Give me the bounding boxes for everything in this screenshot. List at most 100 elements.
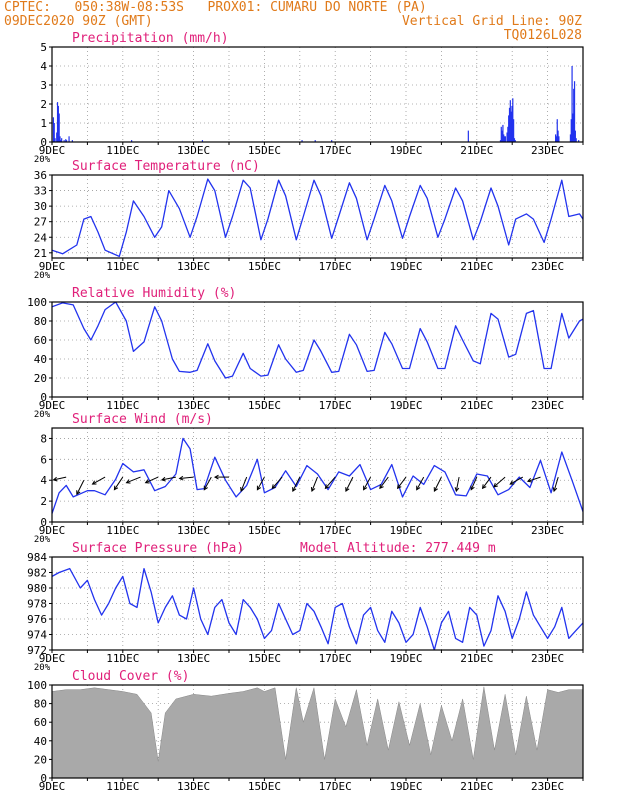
wind-arrow-head xyxy=(213,474,219,480)
wind-arrow-head xyxy=(292,487,297,493)
x-tick-label: 11DEC xyxy=(106,780,139,793)
y-tick-label: 974 xyxy=(27,629,47,642)
precip-bar xyxy=(331,140,333,142)
wind-arrow-head xyxy=(416,485,421,491)
x-tick-label: 21DEC xyxy=(460,399,493,412)
x-tick-label: 21DEC xyxy=(460,260,493,273)
precip-bar xyxy=(54,138,56,142)
x-tick-label: 19DEC xyxy=(389,144,422,157)
y-tick-label: 40 xyxy=(34,735,47,748)
wind-arrow xyxy=(509,476,524,485)
wind-arrow xyxy=(493,476,506,488)
precip-bar xyxy=(578,140,580,142)
wind-panel: 0 2 4 6 8 9DEC 11DEC 13DEC 15DEC 17DEC 19DEC 21DEC 2… xyxy=(34,412,584,545)
wind-arrow-head xyxy=(493,482,498,488)
y-tick-label: 3 xyxy=(40,79,47,92)
precip-title: Precipitation (mm/h) xyxy=(72,31,229,46)
precip-bar xyxy=(503,136,506,142)
y-tick-label: 100 xyxy=(27,296,47,309)
y-tick-label: 60 xyxy=(34,716,47,729)
x-tick-label: 15DEC xyxy=(248,780,281,793)
precip-bar xyxy=(513,119,515,142)
wind-title: Surface Wind (m/s) xyxy=(72,412,213,427)
y-tick-label: 60 xyxy=(34,334,47,347)
cloud-area xyxy=(52,686,583,778)
precip-bar xyxy=(501,130,503,142)
wind-arrow-head xyxy=(91,480,97,485)
wind-arrow-head xyxy=(113,485,119,491)
y-tick-label: 33 xyxy=(34,185,47,198)
wind-arrow xyxy=(527,476,541,482)
pressure-panel: 972 974 976 978 980 982 984 9DEC 11DEC 13DEC 15DEC… xyxy=(27,541,584,673)
wind-arrow-head xyxy=(256,485,262,491)
x-tick-label: 21DEC xyxy=(460,652,493,665)
precip-bar xyxy=(509,100,511,142)
wind-arrow xyxy=(113,476,124,490)
x-tick-label: 21DEC xyxy=(460,524,493,537)
run-date: 09DEC2020 90Z (GMT) xyxy=(4,14,153,29)
x-tick-label: 15DEC xyxy=(248,260,281,273)
y-tick-label: 0 xyxy=(40,772,47,785)
precip-bar xyxy=(571,66,573,142)
wind-arrow-head xyxy=(271,484,277,490)
precip-panel: 0 1 2 3 4 5 9DEC 11DEC 13DEC 15DEC 17DEC 19DEC 21DEC… xyxy=(34,31,584,165)
y-tick-label: 976 xyxy=(27,613,47,626)
x-tick-label: 17DEC xyxy=(319,260,352,273)
y-tick-label: 978 xyxy=(27,598,47,611)
x-tick-label: 15DEC xyxy=(248,524,281,537)
x-axis-year-label: 20% xyxy=(34,271,51,281)
precip-bar xyxy=(569,134,572,142)
precip-bar xyxy=(555,136,558,142)
y-tick-label: 5 xyxy=(40,41,47,54)
x-tick-label: 23DEC xyxy=(531,652,564,665)
y-tick-label: 20 xyxy=(34,372,47,385)
precip-bar xyxy=(573,88,575,142)
y-tick-label: 27 xyxy=(34,216,47,229)
wind-arrow xyxy=(145,476,159,484)
wind-arrow-head xyxy=(454,487,460,493)
rh-frame xyxy=(51,301,584,398)
wind-arrow-head xyxy=(240,487,245,493)
y-tick-label: 40 xyxy=(34,353,47,366)
rh-line xyxy=(52,302,583,379)
temp-title: Surface Temperature (nC) xyxy=(72,159,260,174)
wind-arrow-head xyxy=(526,478,532,483)
wind-arrow xyxy=(271,476,283,489)
wind-arrow-head xyxy=(76,490,81,496)
precip-bar xyxy=(575,138,577,142)
wind-arrow xyxy=(345,476,354,492)
x-tick-label: 11DEC xyxy=(106,399,139,412)
y-tick-label: 80 xyxy=(34,698,47,711)
wind-frame xyxy=(51,427,584,523)
x-tick-label: 9DEC xyxy=(39,524,66,537)
x-tick-label: 21DEC xyxy=(460,780,493,793)
x-tick-label: 17DEC xyxy=(319,144,352,157)
x-tick-label: 15DEC xyxy=(248,399,281,412)
rh-title: Relative Humidity (%) xyxy=(72,286,236,301)
model-altitude: Model Altitude: 277.449 m xyxy=(300,541,496,556)
precip-bar xyxy=(507,126,509,142)
wind-line xyxy=(52,437,583,514)
wind-arrow-head xyxy=(324,484,330,490)
wind-arrow xyxy=(416,476,425,490)
wind-arrow xyxy=(292,476,301,492)
cloud-panel: 0 20 40 60 80 100 9DEC 11DEC 13DEC 15DEC 17DEC 19DE… xyxy=(27,669,584,793)
x-axis-year-label: 20% xyxy=(34,410,51,420)
y-tick-label: 972 xyxy=(27,644,47,657)
y-tick-label: 982 xyxy=(27,567,47,580)
wind-arrow xyxy=(256,476,265,490)
precip-frame xyxy=(51,46,584,143)
y-tick-label: 1 xyxy=(40,117,47,130)
precip-bar xyxy=(58,113,60,142)
temp-panel: 21 24 27 30 33 36 9DEC 11DEC 13DEC 15DEC 17DEC 19DE… xyxy=(34,159,584,281)
pressure-line xyxy=(52,567,583,650)
x-tick-label: 9DEC xyxy=(39,260,66,273)
wind-arrow xyxy=(379,476,389,489)
x-tick-label: 23DEC xyxy=(531,780,564,793)
wind-arrow-head xyxy=(203,485,208,491)
y-tick-label: 20 xyxy=(34,753,47,766)
x-tick-label: 15DEC xyxy=(248,144,281,157)
precip-bar xyxy=(510,111,512,142)
precip-bar xyxy=(71,140,73,142)
